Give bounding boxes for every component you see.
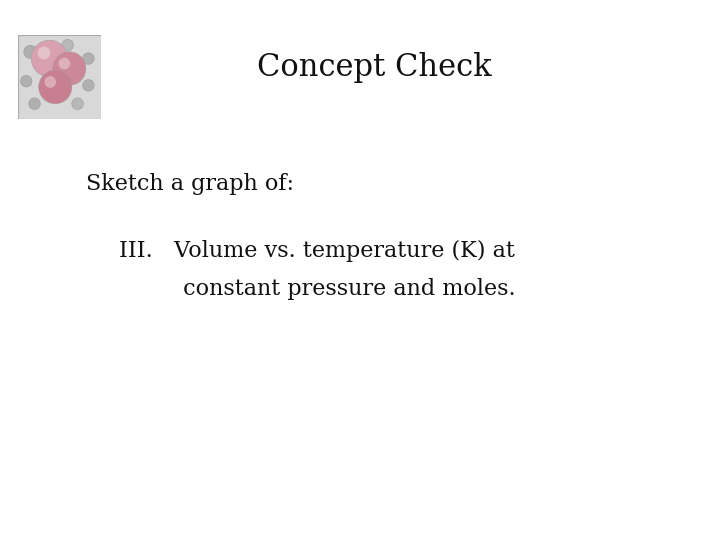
Circle shape — [45, 76, 56, 88]
Text: III.   Volume vs. temperature (K) at: III. Volume vs. temperature (K) at — [119, 240, 515, 262]
Text: constant pressure and moles.: constant pressure and moles. — [119, 278, 516, 300]
Circle shape — [58, 58, 70, 70]
Circle shape — [83, 53, 94, 64]
Text: Sketch a graph of:: Sketch a graph of: — [86, 173, 294, 194]
Circle shape — [53, 52, 86, 85]
Circle shape — [83, 79, 94, 91]
Circle shape — [24, 45, 37, 58]
Circle shape — [20, 75, 32, 87]
Circle shape — [31, 40, 68, 77]
Circle shape — [29, 98, 40, 110]
Text: Concept Check: Concept Check — [257, 52, 492, 83]
Circle shape — [39, 70, 72, 104]
Circle shape — [62, 39, 73, 51]
Circle shape — [37, 46, 50, 59]
Circle shape — [72, 98, 84, 110]
